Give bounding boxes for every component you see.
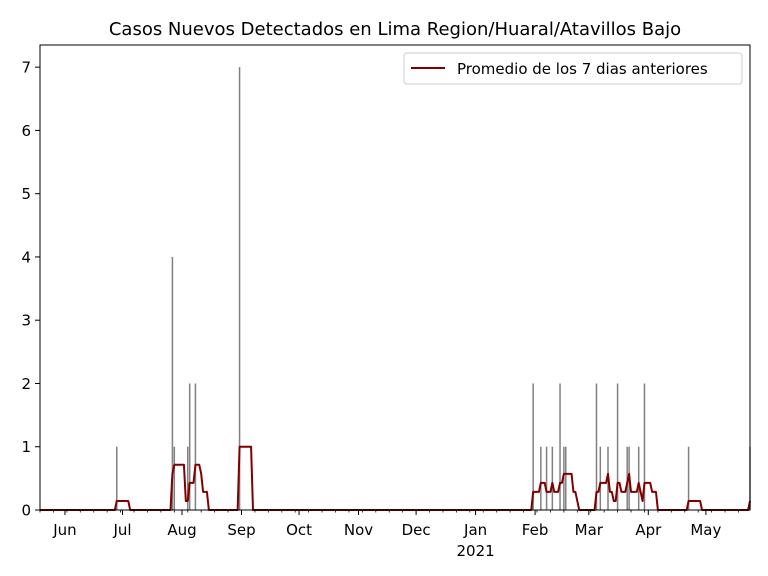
x-tick-label: Dec [402, 521, 431, 539]
y-axis: 0 1 2 3 4 5 6 7 [21, 59, 40, 520]
case-bar [599, 446, 602, 510]
moving-average-line [40, 445, 751, 511]
x-tick-label: Sep [227, 521, 255, 539]
x-tick-label: Mar [575, 521, 604, 539]
case-bar [687, 446, 690, 510]
y-tick-label: 2 [21, 375, 31, 393]
y-tick-label: 0 [21, 502, 31, 520]
case-bar [616, 383, 619, 510]
legend-box [403, 52, 743, 85]
case-bar [540, 446, 542, 510]
case-bar [545, 446, 548, 510]
case-bar [565, 446, 567, 510]
y-tick-label: 3 [21, 312, 31, 330]
case-bar [173, 446, 176, 510]
x-tick-label: Apr [635, 521, 662, 539]
x-tick-label: Jul [112, 521, 131, 539]
case-bar [532, 383, 534, 510]
case-bar [559, 383, 561, 510]
case-bar [188, 383, 191, 510]
x-tick-label: Jan [463, 521, 487, 539]
x-tick-label: Nov [344, 521, 373, 539]
y-tick-label: 7 [21, 59, 31, 77]
case-bar [194, 383, 197, 510]
x-tick-label: Feb [522, 521, 549, 539]
plot-frame [39, 44, 751, 511]
case-bar [187, 446, 189, 510]
case-bar [238, 67, 241, 510]
case-bar [171, 256, 174, 510]
x-tick-label: May [690, 521, 721, 539]
case-bar [637, 446, 640, 510]
x-tick-label: Jun [52, 521, 76, 539]
x-tick-year-label: 2021 [457, 542, 495, 560]
legend: Promedio de los 7 dias anteriores [403, 52, 743, 85]
case-bar [551, 446, 554, 510]
case-bar [595, 383, 598, 510]
x-axis: Jun Jul Aug Sep Oct Nov Dec Jan 2021 Feb Mar Apr May [39, 510, 739, 560]
y-tick-label: 4 [21, 248, 31, 266]
y-tick-label: 5 [21, 185, 31, 203]
average-line-layer [40, 445, 751, 511]
y-tick-label: 6 [21, 122, 31, 140]
bars-layer [116, 67, 751, 510]
chart-title: Casos Nuevos Detectados en Lima Region/H… [109, 19, 681, 40]
legend-label: Promedio de los 7 dias anteriores [457, 60, 708, 78]
case-bar [643, 383, 646, 510]
x-tick-label: Oct [286, 521, 312, 539]
case-bar [116, 446, 118, 510]
x-tick-label: Aug [167, 521, 196, 539]
y-tick-label: 1 [21, 438, 31, 456]
